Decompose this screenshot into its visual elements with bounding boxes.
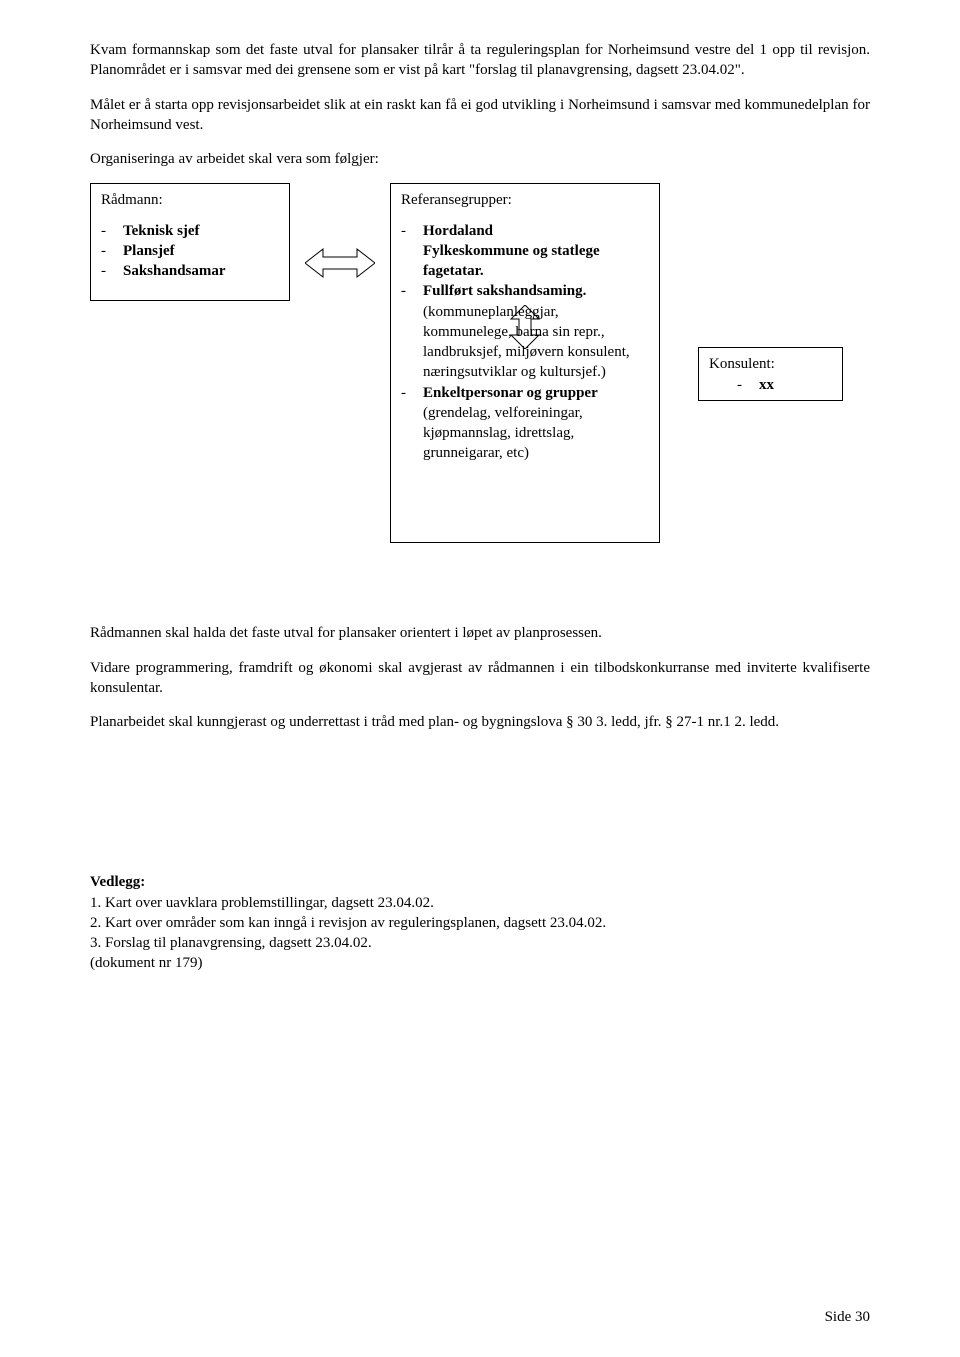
radmann-box: Rådmann: -Teknisk sjef -Plansjef -Saksha… (90, 183, 290, 301)
vedlegg-docnr: (dokument nr 179) (90, 953, 870, 973)
konsulent-box: Konsulent: - xx (698, 347, 843, 401)
radmann-item-1: -Plansjef (101, 241, 279, 261)
radmann-list: -Teknisk sjef -Plansjef -Sakshandsamar (101, 221, 279, 282)
double-arrow-vertical-icon (505, 305, 545, 349)
paragraph-2: Målet er å starta opp revisjonsarbeidet … (90, 95, 870, 136)
ref-header: Referansegrupper: (401, 190, 649, 210)
paragraph-1: Kvam formannskap som det faste utval for… (90, 40, 870, 81)
paragraph-4: Rådmannen skal halda det faste utval for… (90, 623, 870, 643)
vedlegg-item-0: 1. Kart over uavklara problemstillingar,… (90, 893, 870, 913)
vedlegg-block: Vedlegg: 1. Kart over uavklara problemst… (90, 872, 870, 973)
vedlegg-item-1: 2. Kart over områder som kan inngå i rev… (90, 913, 870, 933)
referansegrupper-box: Referansegrupper: - Hordaland Fylkeskomm… (390, 183, 660, 543)
vedlegg-list: 1. Kart over uavklara problemstillingar,… (90, 893, 870, 954)
org-diagram: Rådmann: -Teknisk sjef -Plansjef -Saksha… (90, 183, 870, 583)
ref-item-2: - Enkeltpersonar og grupper (grendelag, … (401, 383, 649, 464)
vedlegg-header: Vedlegg: (90, 872, 870, 892)
konsulent-item: - xx (709, 375, 832, 395)
konsulent-header: Konsulent: (709, 354, 832, 374)
page-number: Side 30 (825, 1307, 870, 1327)
radmann-item-0: -Teknisk sjef (101, 221, 279, 241)
vedlegg-item-2: 3. Forslag til planavgrensing, dagsett 2… (90, 933, 870, 953)
paragraph-3: Organiseringa av arbeidet skal vera som … (90, 149, 870, 169)
radmann-item-2: -Sakshandsamar (101, 261, 279, 281)
paragraph-5: Vidare programmering, framdrift og økono… (90, 658, 870, 699)
konsulent-list: - xx (709, 375, 832, 395)
radmann-header: Rådmann: (101, 190, 279, 210)
double-arrow-horizontal-icon (305, 243, 375, 283)
paragraph-6: Planarbeidet skal kunngjerast og underre… (90, 712, 870, 732)
ref-item-0: - Hordaland Fylkeskommune og statlege fa… (401, 221, 649, 282)
